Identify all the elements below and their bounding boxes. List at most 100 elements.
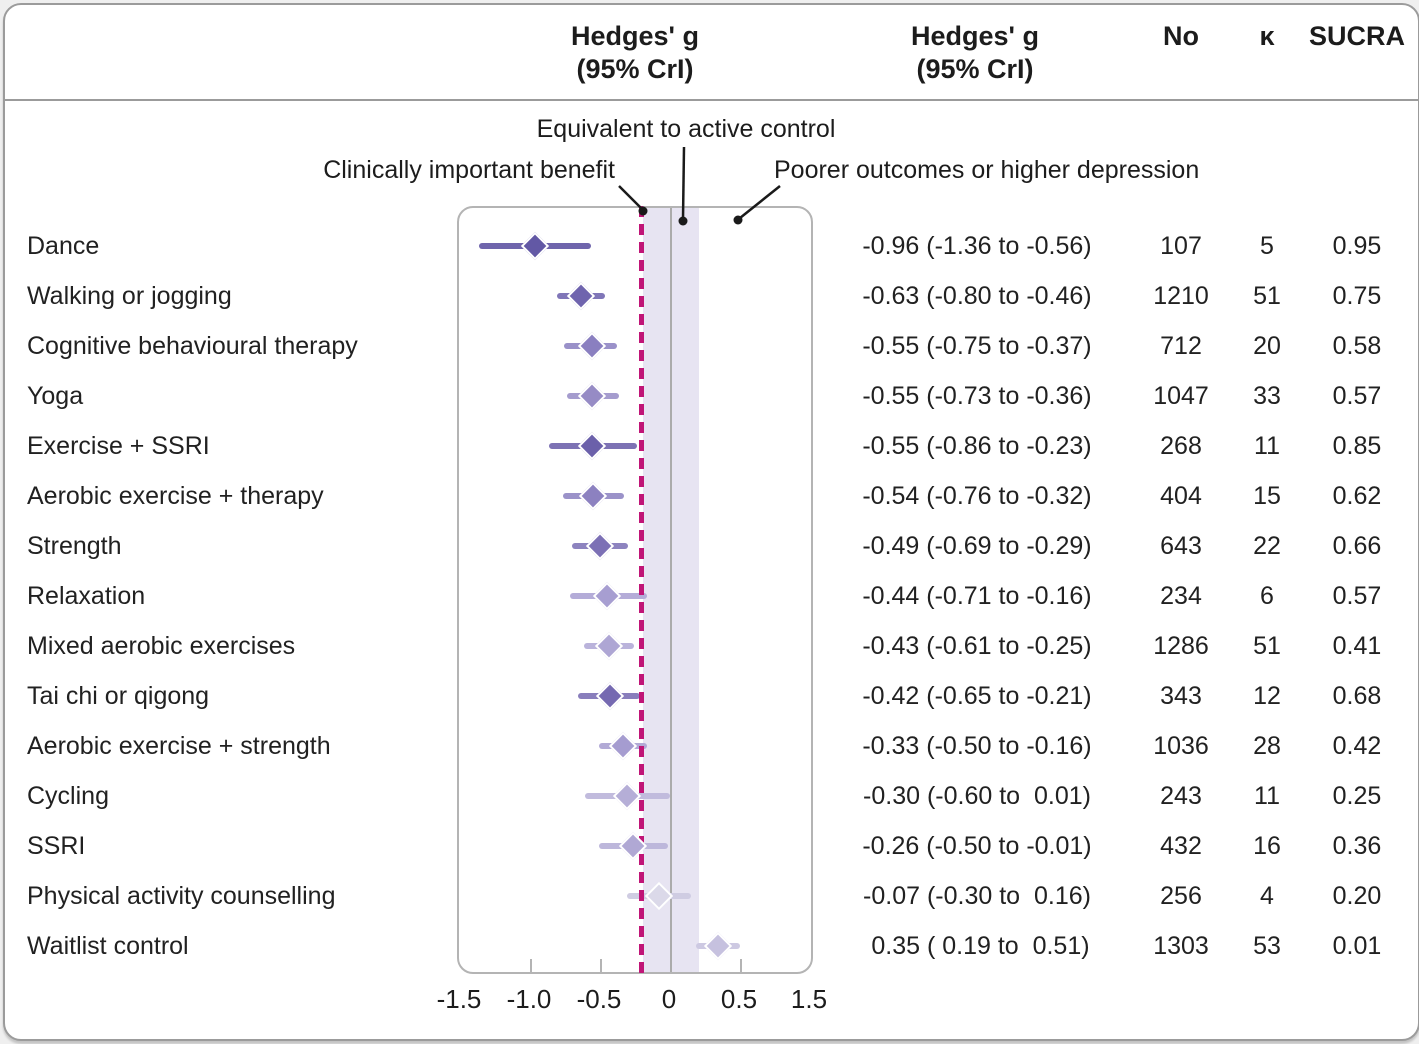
- sucra-value: 0.75: [1332, 282, 1382, 310]
- n-participants: 243: [1160, 782, 1202, 810]
- axis-tick-label: -1.0: [506, 984, 552, 1014]
- axis-tick-label: 0: [661, 984, 677, 1014]
- column-header-sucra: SUCRA: [1308, 21, 1405, 51]
- k-studies: 28: [1253, 732, 1281, 760]
- clinical-benefit-threshold-line: [638, 206, 644, 974]
- estimate-text: -0.44 (-0.71 to -0.16): [862, 582, 1092, 610]
- k-studies: 51: [1253, 632, 1281, 660]
- estimate-text: -0.63 (-0.80 to -0.46): [862, 282, 1092, 310]
- k-studies: 22: [1253, 532, 1281, 560]
- treatment-label: Strength: [27, 532, 122, 560]
- k-studies: 11: [1254, 782, 1280, 810]
- treatment-label: Mixed aerobic exercises: [27, 632, 296, 660]
- k-studies: 15: [1253, 482, 1281, 510]
- header-divider: [5, 99, 1418, 101]
- n-participants: 404: [1160, 482, 1202, 510]
- sucra-value: 0.58: [1332, 332, 1382, 360]
- estimate-text: -0.43 (-0.61 to -0.25): [862, 632, 1092, 660]
- estimate-text: -0.49 (-0.69 to -0.29): [862, 532, 1092, 560]
- axis-tick: [530, 959, 532, 972]
- sucra-value: 0.66: [1332, 532, 1382, 560]
- n-participants: 1047: [1153, 382, 1209, 410]
- estimate-text: -0.26 (-0.50 to -0.01): [862, 832, 1092, 860]
- sucra-value: 0.62: [1332, 482, 1382, 510]
- estimate-text: -0.42 (-0.65 to -0.21): [862, 682, 1092, 710]
- treatment-label: Cycling: [27, 782, 109, 810]
- n-participants: 1210: [1153, 282, 1209, 310]
- n-participants: 1286: [1153, 632, 1209, 660]
- treatment-label: SSRI: [27, 832, 86, 860]
- annotation-equivalent: Equivalent to active control: [536, 115, 836, 143]
- n-participants: 643: [1160, 532, 1202, 560]
- header-cri: (95% CrI): [916, 54, 1034, 84]
- estimate-text: -0.33 (-0.50 to -0.16): [862, 732, 1092, 760]
- estimate-text: -0.07 (-0.30 to 0.16): [863, 882, 1091, 910]
- sucra-value: 0.36: [1332, 832, 1382, 860]
- treatment-label: Dance: [27, 232, 100, 260]
- n-participants: 234: [1160, 582, 1202, 610]
- treatment-label: Walking or jogging: [27, 282, 232, 310]
- estimate-text: -0.30 (-0.60 to 0.01): [863, 782, 1091, 810]
- axis-tick-label: 1.5: [790, 984, 828, 1014]
- forest-plot-figure: Hedges' g (95% CrI) Hedges' g (95% CrI) …: [3, 3, 1419, 1041]
- treatment-label: Aerobic exercise + strength: [27, 732, 331, 760]
- treatment-label: Relaxation: [27, 582, 146, 610]
- column-header-effect-text: Hedges' g (95% CrI): [825, 20, 1125, 86]
- k-studies: 51: [1253, 282, 1281, 310]
- n-participants: 343: [1160, 682, 1202, 710]
- n-participants: 268: [1160, 432, 1202, 460]
- k-studies: 6: [1260, 582, 1274, 610]
- sucra-value: 0.20: [1332, 882, 1382, 910]
- axis-tick: [600, 959, 602, 972]
- column-header-effect-plot: Hedges' g (95% CrI): [485, 20, 785, 86]
- axis-tick-label: -1.5: [436, 984, 482, 1014]
- column-header-kappa: κ: [1259, 21, 1275, 51]
- plot-panel: [457, 206, 813, 974]
- treatment-label: Yoga: [27, 382, 84, 410]
- n-participants: 1303: [1153, 932, 1209, 960]
- estimate-text: -0.55 (-0.86 to -0.23): [862, 432, 1092, 460]
- estimate-text: -0.54 (-0.76 to -0.32): [862, 482, 1092, 510]
- n-participants: 256: [1160, 882, 1202, 910]
- treatment-label: Physical activity counselling: [27, 882, 336, 910]
- n-participants: 712: [1160, 332, 1202, 360]
- estimate-text: -0.55 (-0.73 to -0.36): [862, 382, 1092, 410]
- k-studies: 4: [1260, 882, 1274, 910]
- k-studies: 33: [1253, 382, 1281, 410]
- n-participants: 432: [1160, 832, 1202, 860]
- sucra-value: 0.68: [1332, 682, 1382, 710]
- annotation-poorer-outcomes: Poorer outcomes or higher depression: [774, 156, 1200, 184]
- sucra-value: 0.42: [1332, 732, 1382, 760]
- k-studies: 5: [1260, 232, 1274, 260]
- k-studies: 20: [1253, 332, 1281, 360]
- estimate-text: 0.35 ( 0.19 to 0.51): [864, 932, 1090, 960]
- header-cri: (95% CrI): [576, 54, 694, 84]
- sucra-value: 0.95: [1332, 232, 1382, 260]
- sucra-value: 0.57: [1332, 582, 1382, 610]
- sucra-value: 0.57: [1332, 382, 1382, 410]
- annotation-clinically-important: Clinically important benefit: [323, 156, 615, 184]
- treatment-label: Aerobic exercise + therapy: [27, 482, 324, 510]
- estimate-text: -0.96 (-1.36 to -0.56): [862, 232, 1092, 260]
- treatment-label: Waitlist control: [27, 932, 189, 960]
- n-participants: 107: [1160, 232, 1202, 260]
- treatment-label: Exercise + SSRI: [27, 432, 210, 460]
- k-studies: 12: [1253, 682, 1281, 710]
- sucra-value: 0.41: [1332, 632, 1382, 660]
- treatment-label: Cognitive behavioural therapy: [27, 332, 358, 360]
- k-studies: 53: [1253, 932, 1281, 960]
- estimate-text: -0.55 (-0.75 to -0.37): [862, 332, 1092, 360]
- k-studies: 16: [1253, 832, 1281, 860]
- column-header-no: No: [1163, 21, 1199, 51]
- sucra-value: 0.01: [1332, 932, 1382, 960]
- sucra-value: 0.25: [1332, 782, 1382, 810]
- zero-reference-line: [670, 208, 672, 972]
- axis-tick-label: 0.5: [720, 984, 758, 1014]
- header-hedges-g: Hedges' g: [911, 21, 1039, 51]
- axis-tick: [740, 959, 742, 972]
- treatment-label: Tai chi or qigong: [27, 682, 210, 710]
- n-participants: 1036: [1153, 732, 1209, 760]
- k-studies: 11: [1254, 432, 1280, 460]
- axis-tick-label: -0.5: [576, 984, 622, 1014]
- header-hedges-g: Hedges' g: [571, 21, 699, 51]
